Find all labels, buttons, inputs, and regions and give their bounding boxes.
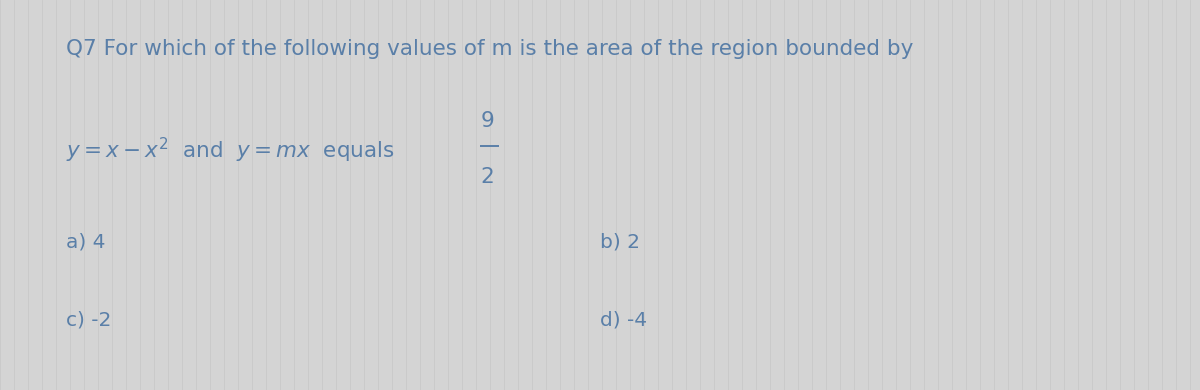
Text: a) 4: a) 4 [66, 232, 106, 251]
Text: Q7 For which of the following values of m is the area of the region bounded by: Q7 For which of the following values of … [66, 39, 913, 59]
Text: $y = x - x^2$  and  $y = mx$  equals: $y = x - x^2$ and $y = mx$ equals [66, 136, 395, 165]
Text: c) -2: c) -2 [66, 310, 112, 329]
Text: b) 2: b) 2 [600, 232, 640, 251]
Text: d) -4: d) -4 [600, 310, 647, 329]
Text: 9: 9 [480, 111, 494, 131]
Text: 2: 2 [480, 167, 494, 188]
